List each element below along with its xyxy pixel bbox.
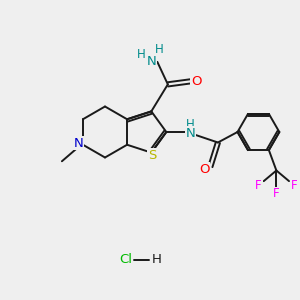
Text: N: N <box>74 137 83 150</box>
Text: F: F <box>273 187 280 200</box>
Text: O: O <box>191 75 202 88</box>
Text: S: S <box>148 148 156 161</box>
Text: H: H <box>137 48 146 61</box>
Text: H: H <box>155 43 164 56</box>
Text: H: H <box>152 253 161 266</box>
Text: H: H <box>186 118 195 131</box>
Text: N: N <box>185 127 195 140</box>
Text: Cl: Cl <box>119 253 132 266</box>
Text: F: F <box>255 179 262 192</box>
Text: O: O <box>199 163 210 176</box>
Text: F: F <box>291 179 297 192</box>
Text: N: N <box>147 55 157 68</box>
